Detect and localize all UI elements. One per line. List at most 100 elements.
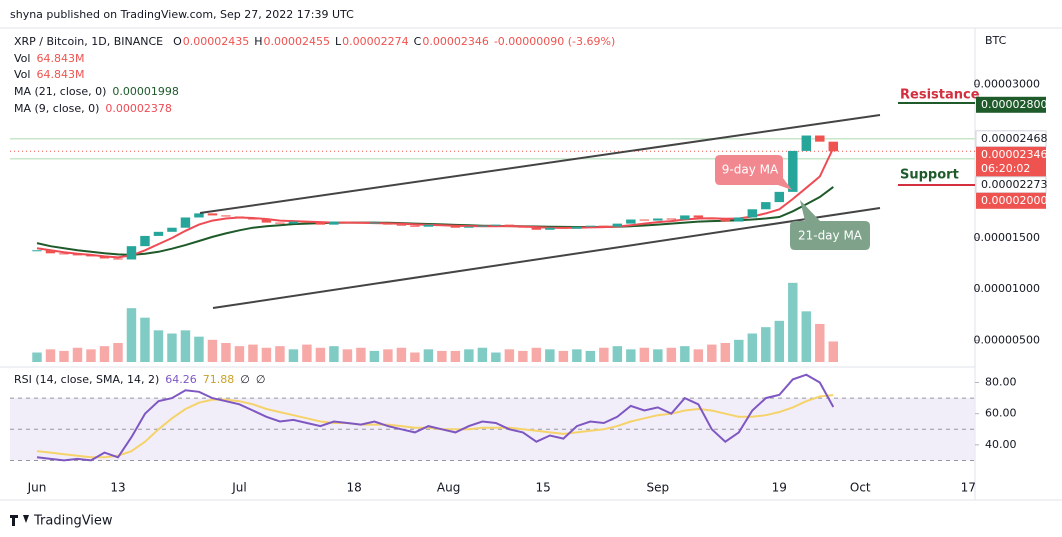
- volume-bar: [153, 330, 164, 362]
- x-tick-label: 18: [347, 481, 362, 495]
- legend-name: MA (21, close, 0): [14, 85, 106, 98]
- x-tick-label: Aug: [437, 481, 460, 495]
- candle: [612, 223, 623, 227]
- volume-bar: [194, 336, 204, 362]
- candle: [126, 246, 137, 260]
- candle: [801, 135, 812, 151]
- volume-bar: [653, 349, 663, 362]
- candle: [167, 227, 177, 232]
- ohlc-value: 0.00002435: [183, 35, 249, 48]
- candle: [450, 225, 461, 228]
- candle: [140, 235, 150, 247]
- candle: [72, 254, 83, 256]
- candle: [113, 258, 123, 260]
- x-tick-label: 19: [772, 481, 787, 495]
- candle: [207, 213, 218, 216]
- x-tick-label: 15: [535, 481, 550, 495]
- volume-bar: [774, 320, 785, 362]
- volume-bar: [329, 346, 339, 362]
- candle: [558, 227, 569, 229]
- volume-bar: [815, 324, 825, 362]
- volume-bar: [612, 346, 623, 362]
- volume-bar: [464, 349, 474, 362]
- volume-name: Vol: [14, 52, 30, 65]
- volume-bar: [32, 352, 42, 362]
- ohlc-value: 0.00002346: [422, 35, 488, 48]
- ohlc-key: C: [414, 35, 422, 48]
- candle: [707, 217, 717, 220]
- volume-bar: [383, 349, 393, 362]
- candle: [734, 217, 744, 222]
- candle: [599, 225, 609, 227]
- candle: [302, 221, 312, 223]
- candle: [774, 191, 785, 203]
- brand: TradingView: [33, 514, 113, 529]
- x-tick-label: Oct: [850, 481, 871, 495]
- volume-bar: [288, 349, 299, 362]
- candle: [221, 215, 231, 217]
- candle: [99, 256, 110, 259]
- volume-layer: [32, 282, 839, 362]
- candle: [315, 222, 326, 225]
- rsi-pane: [10, 373, 975, 462]
- change: -0.00000090 (-3.69%): [494, 35, 615, 48]
- candle: [248, 218, 258, 220]
- ohlc-value: 0.00002455: [264, 35, 330, 48]
- rsi-tick-label: 80.00: [985, 375, 1017, 388]
- candle: [464, 226, 474, 228]
- candle: [585, 225, 596, 227]
- volume-bar: [450, 350, 461, 362]
- ma9-callout-text: 9-day MA: [722, 163, 779, 177]
- candle: [518, 226, 528, 228]
- volume-value: 64.843M: [36, 68, 84, 81]
- resistance-label: Resistance: [900, 88, 980, 103]
- candle: [383, 222, 393, 225]
- candle: [261, 219, 272, 223]
- volume-bar: [59, 350, 69, 362]
- volume-bar: [207, 339, 218, 362]
- ohlc-value: 0.00002274: [342, 35, 408, 48]
- volume-bar: [423, 349, 434, 362]
- candle: [788, 150, 798, 192]
- volume-name: Vol: [14, 68, 30, 81]
- volume-bar: [693, 349, 704, 362]
- volume-bar: [828, 341, 839, 362]
- volume-bar: [747, 333, 758, 362]
- price-tag-label: 0.00002468: [981, 132, 1047, 145]
- volume-bar: [315, 347, 326, 362]
- candle: [410, 225, 420, 227]
- volume-bar: [504, 349, 515, 362]
- rsi-tick-label: 40.00: [985, 438, 1017, 451]
- symbol: XRP / Bitcoin, 1D, BINANCE: [14, 35, 163, 48]
- volume-bar: [639, 347, 650, 362]
- price-tag: [976, 192, 1046, 209]
- volume-bar: [261, 347, 272, 362]
- x-tick-label: Jun: [27, 481, 47, 495]
- candle: [396, 224, 407, 226]
- candle: [194, 213, 204, 218]
- candle: [626, 219, 636, 224]
- volume-bar: [356, 347, 366, 362]
- legend-value: 0.00001998: [112, 85, 178, 98]
- volume-bar: [707, 344, 717, 362]
- volume-bar: [113, 343, 123, 362]
- candle: [639, 219, 650, 221]
- candle: [275, 222, 285, 224]
- volume-bar: [531, 347, 542, 362]
- volume-bar: [45, 349, 56, 362]
- volume-bar: [302, 344, 312, 362]
- rsi-name: RSI (14, close, SMA, 14, 2): [14, 373, 159, 386]
- volume-bar: [86, 349, 96, 362]
- volume-bar: [558, 350, 569, 362]
- ohlc-key: O: [173, 35, 182, 48]
- candle: [666, 218, 677, 220]
- volume-bar: [126, 308, 137, 362]
- candle: [59, 253, 69, 255]
- volume-bar: [477, 347, 488, 362]
- volume-bar: [167, 333, 177, 362]
- volume-bar: [761, 327, 771, 362]
- volume-value: 64.843M: [36, 52, 84, 65]
- volume-bar: [572, 349, 582, 362]
- rsi-tick-label: 60.00: [985, 407, 1017, 420]
